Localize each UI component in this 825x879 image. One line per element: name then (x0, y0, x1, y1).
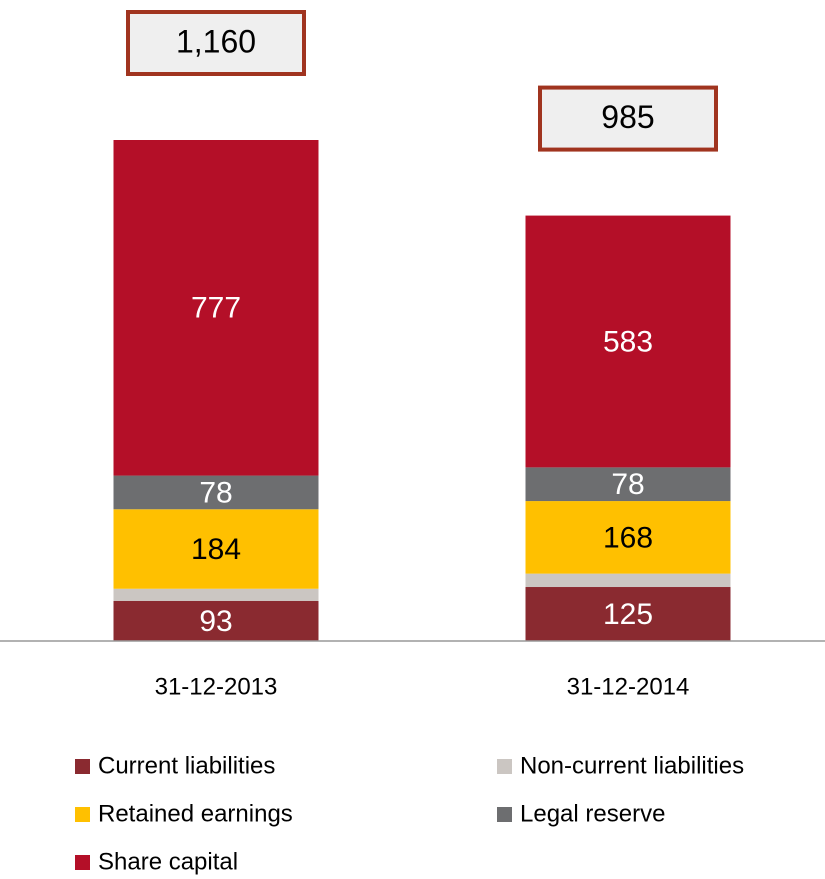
bar-segment (525, 573, 731, 588)
legend-label: Non-current liabilities (520, 752, 744, 779)
total-label: 1,160 (176, 23, 256, 59)
data-label: 78 (611, 468, 644, 501)
total-box (126, 10, 306, 76)
bar-segment (113, 140, 319, 476)
data-label: 583 (603, 325, 653, 358)
total-label: 985 (601, 99, 654, 135)
data-label: 184 (191, 533, 241, 566)
bar-segment (525, 587, 731, 641)
legend-label: Retained earnings (98, 800, 293, 827)
total-box (538, 85, 718, 152)
bar-segment (113, 509, 319, 589)
data-label: 777 (191, 292, 241, 325)
bar-segment (525, 467, 731, 502)
data-label: 125 (603, 598, 653, 631)
legend-swatch (497, 759, 512, 774)
bar-segment (525, 215, 731, 468)
legend-swatch (75, 759, 90, 774)
bar-segment (525, 501, 731, 574)
bar-segment (113, 588, 319, 601)
data-label: 93 (199, 605, 232, 638)
x-tick-label: 31-12-2014 (567, 673, 690, 700)
legend-label: Legal reserve (520, 800, 665, 827)
legend-swatch (75, 855, 90, 870)
x-tick-label: 31-12-2013 (155, 673, 278, 700)
data-label: 168 (603, 521, 653, 554)
data-label: 78 (199, 476, 232, 509)
legend-label: Share capital (98, 848, 238, 875)
legend-swatch (497, 807, 512, 822)
legend-swatch (75, 807, 90, 822)
bar-segment (113, 600, 319, 641)
bar-segment (113, 475, 319, 510)
legend-label: Current liabilities (98, 752, 275, 779)
